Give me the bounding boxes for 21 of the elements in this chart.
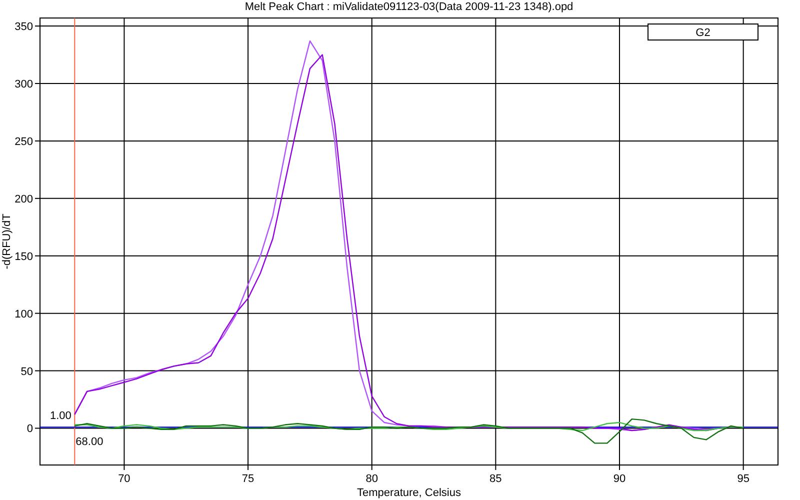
x-axis-title: Temperature, Celsius xyxy=(357,487,462,499)
annotation: G2 xyxy=(696,27,710,39)
y-tick-label: 50 xyxy=(20,366,33,378)
y-tick-label: 350 xyxy=(14,21,33,34)
y-tick-label: 200 xyxy=(14,193,33,206)
x-tick-label: 95 xyxy=(737,473,750,485)
x-tick-label: 75 xyxy=(242,473,254,485)
x-tick-label: 90 xyxy=(613,473,626,485)
x-tick-label: 85 xyxy=(490,473,502,485)
y-axis-title: -d(RFU)/dT xyxy=(1,213,13,270)
y-tick-label: 100 xyxy=(14,308,33,320)
ref-line-label: 1.00 xyxy=(50,410,72,422)
x-tick-label: 80 xyxy=(366,473,378,485)
line-series xyxy=(74,418,744,444)
y-tick-label: 250 xyxy=(14,136,33,148)
y-tick-label: 300 xyxy=(14,78,33,90)
chart-title: Melt Peak Chart : miValidate091123-03(Data 2009-11-23 1348).opd xyxy=(244,1,574,13)
y-tick-label: 0 xyxy=(26,423,33,436)
ref-line-label: 68.00 xyxy=(76,436,104,448)
x-tick-label: 70 xyxy=(118,473,130,485)
y-tick-label: 150 xyxy=(14,250,33,263)
